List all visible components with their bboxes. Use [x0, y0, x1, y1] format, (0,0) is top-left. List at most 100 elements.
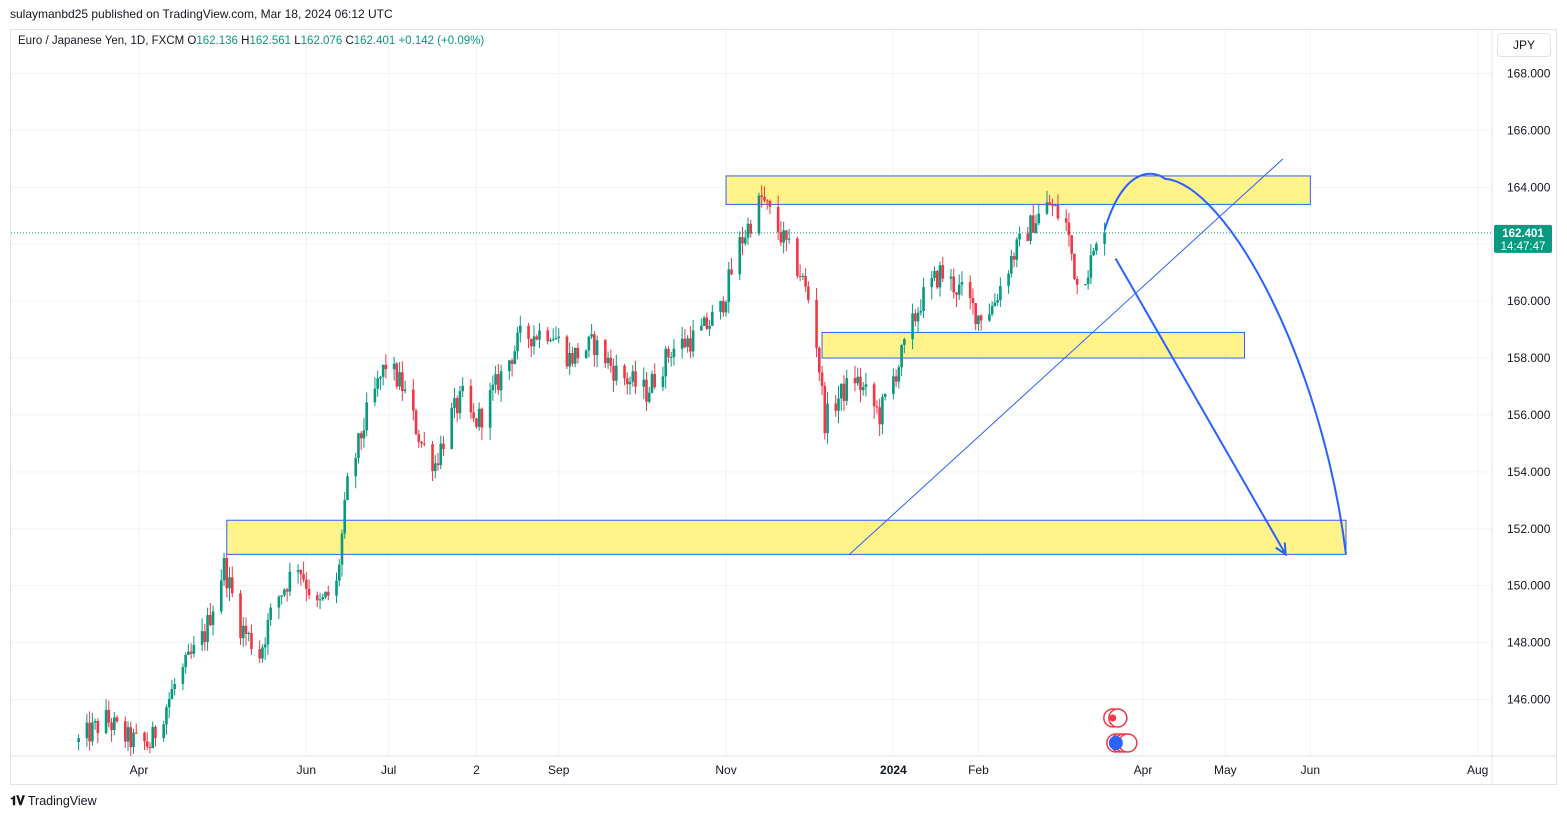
currency-selector[interactable]: JPY — [1497, 33, 1551, 57]
candle-body — [277, 596, 281, 608]
candle-body — [532, 336, 536, 347]
candle-body — [508, 360, 511, 372]
candle-body — [1089, 255, 1093, 278]
candle-body — [554, 338, 558, 340]
zone-rectangle[interactable] — [821, 331, 1245, 359]
candle-body — [741, 237, 744, 244]
candle-body — [705, 317, 709, 329]
candle-body — [414, 410, 418, 435]
candle-body — [93, 720, 97, 723]
candle-body — [200, 631, 204, 645]
candle-body — [354, 458, 358, 477]
candle-body — [738, 237, 742, 275]
candle-body — [576, 347, 580, 359]
candle-body — [1075, 278, 1079, 285]
candle-body — [392, 363, 396, 370]
candle-body — [667, 348, 670, 358]
candle-body — [379, 376, 382, 379]
candle-body — [546, 330, 550, 342]
tradingview-logo-icon: 𝟏𝐕 — [10, 793, 25, 808]
candle-body — [796, 238, 799, 276]
projection-arc[interactable] — [1103, 172, 1347, 555]
projection-arrow-line[interactable] — [1114, 257, 1287, 555]
chart-pane[interactable] — [10, 29, 1557, 785]
candle-body — [527, 325, 530, 339]
candle-body — [960, 282, 964, 285]
candle-body — [711, 311, 714, 326]
candle-body — [557, 336, 561, 339]
time-tick-label: Aug — [1467, 763, 1488, 777]
eu-flag-icon[interactable] — [1108, 736, 1123, 750]
candle-body — [362, 430, 366, 439]
time-tick-label: Jun — [297, 763, 316, 777]
candle-body — [730, 269, 733, 275]
candle-body — [702, 317, 706, 326]
candle-body — [148, 746, 152, 749]
symbol-name[interactable]: Euro / Japanese Yen, 1D, FXCM — [18, 35, 185, 47]
candle-body — [321, 597, 325, 600]
candle-body — [263, 644, 267, 648]
candle-body — [549, 340, 552, 342]
candle-body — [568, 352, 571, 367]
candle-body — [302, 574, 305, 580]
candle-body — [477, 408, 481, 427]
candle-body — [455, 398, 459, 414]
candle-body — [683, 338, 687, 348]
candle-body — [266, 619, 270, 645]
candle-body — [85, 722, 89, 739]
open-label: O — [187, 35, 197, 47]
candle-body — [513, 351, 517, 364]
price-tick-label: 160.000 — [1507, 294, 1551, 308]
candle-body — [653, 373, 657, 388]
candle-body — [746, 223, 750, 238]
candle-body — [167, 699, 171, 708]
candle-body — [280, 595, 283, 597]
event-markers — [1103, 708, 1138, 753]
candle-body — [930, 277, 934, 288]
candle-body — [807, 286, 810, 300]
candle-body — [1103, 232, 1106, 244]
candle-body — [804, 275, 807, 287]
candle-body — [326, 591, 330, 596]
candle-body — [551, 339, 555, 341]
candle-body — [1051, 205, 1054, 207]
candle-body — [894, 376, 898, 382]
candle-body — [151, 727, 155, 749]
candle-body — [1048, 202, 1052, 206]
candle-body — [919, 310, 923, 313]
candle-body — [398, 372, 401, 387]
candle-body — [104, 709, 108, 734]
candle-body — [412, 389, 415, 411]
candle-body — [859, 376, 862, 391]
economic-event-icon[interactable] — [1108, 708, 1128, 728]
zone-rectangle[interactable] — [725, 175, 1311, 205]
zone-rectangle[interactable] — [226, 519, 1347, 555]
candle-body — [346, 476, 349, 500]
candle-body — [785, 230, 788, 240]
candle-body — [1018, 233, 1021, 240]
candle-body — [612, 365, 615, 381]
japan-flag-icon[interactable] — [1109, 714, 1117, 722]
candle-body — [510, 360, 514, 364]
candle-body — [897, 367, 901, 382]
candle-body — [719, 300, 722, 312]
candle-body — [625, 378, 629, 385]
candle-body — [475, 418, 478, 427]
candle-body — [856, 376, 860, 384]
candle-body — [472, 412, 475, 419]
ascending-trendline[interactable] — [849, 158, 1284, 555]
price-tick-label: 150.000 — [1507, 579, 1551, 593]
candle-body — [442, 443, 445, 449]
close-value: 162.401 — [353, 35, 396, 47]
candle-body — [96, 720, 100, 734]
tradingview-logo[interactable]: 𝟏𝐕 TradingView — [10, 793, 97, 809]
candle-body — [211, 611, 215, 626]
candle-body — [1031, 215, 1035, 233]
candle-body — [283, 589, 286, 596]
candle-body — [241, 625, 245, 639]
candle-body — [491, 384, 495, 391]
candle-body — [516, 332, 519, 352]
candle-body — [376, 378, 379, 389]
